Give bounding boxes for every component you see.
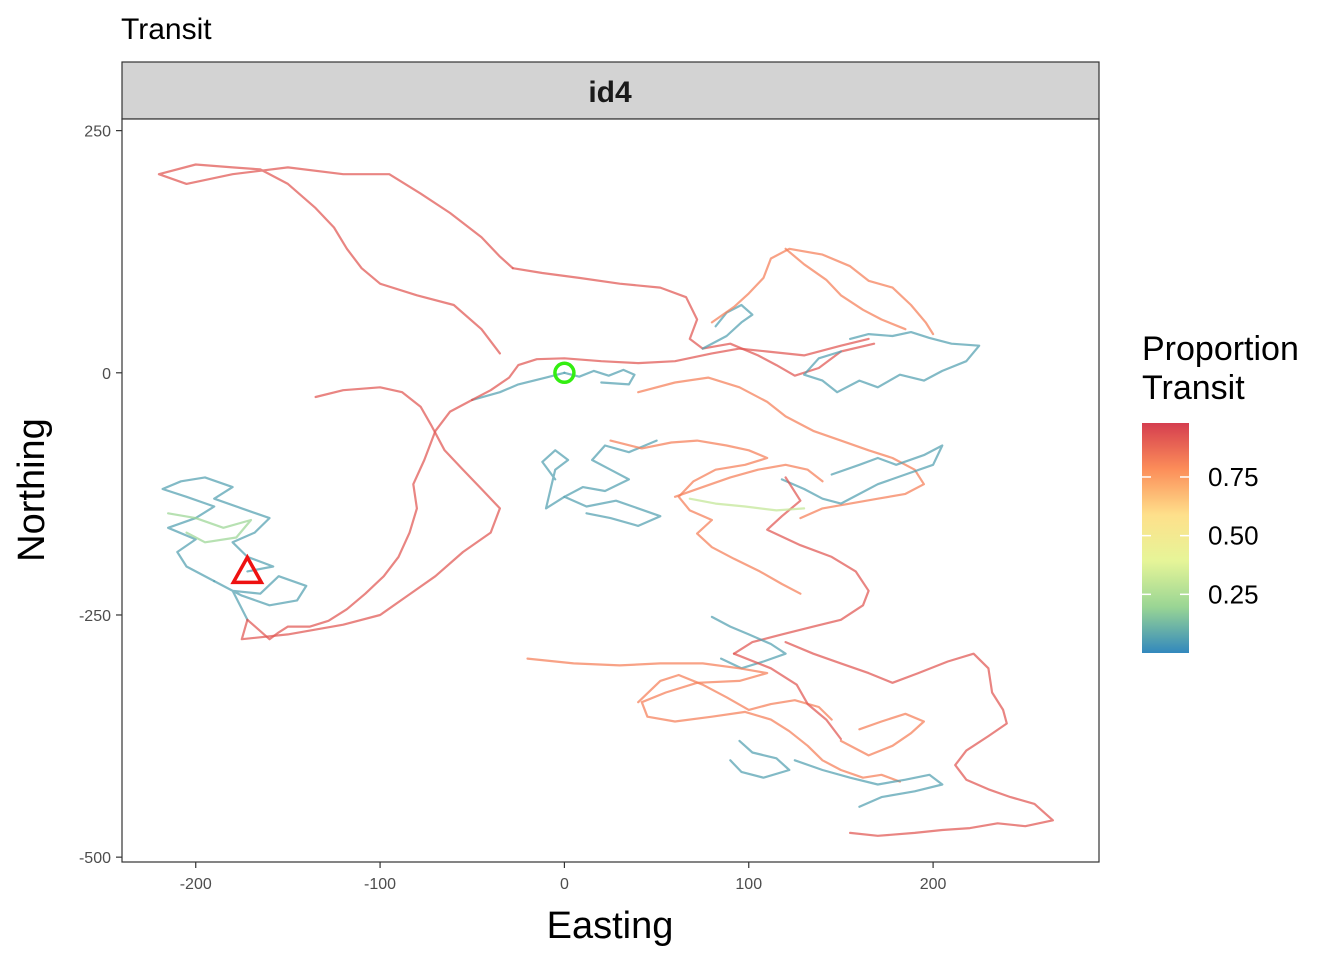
track-segment — [213, 575, 308, 621]
track-segment — [526, 657, 901, 783]
track-segment — [157, 163, 514, 355]
x-tick-label: 200 — [920, 876, 947, 893]
y-axis: 250 0 -250 -500 — [79, 124, 122, 867]
track-segment — [161, 476, 275, 583]
track-segment — [710, 247, 935, 336]
track-segment — [541, 449, 570, 510]
legend-tick-label: 0.50 — [1208, 521, 1259, 551]
legend-title-line-2: Transit — [1142, 369, 1245, 407]
start-marker — [553, 361, 576, 385]
track-segment — [784, 641, 1054, 837]
legend-tick-label: 0.25 — [1208, 579, 1259, 609]
legend-title-line-1: Proportion — [1142, 330, 1299, 368]
facet-strip-background — [121, 61, 1100, 120]
y-axis-title: Northing — [11, 418, 53, 562]
x-axis: -200 -100 0 100 200 — [180, 862, 947, 893]
chart-title: Transit — [121, 13, 212, 46]
track-segment — [780, 444, 944, 505]
x-axis-title: Easting — [547, 905, 674, 947]
y-tick-label: -250 — [79, 608, 111, 625]
track-segment — [784, 247, 907, 331]
legend-colorbar — [1142, 423, 1189, 653]
x-tick-label: -200 — [180, 876, 212, 893]
track-segment — [246, 398, 474, 641]
track-segment — [471, 337, 870, 401]
track-segment — [803, 331, 981, 394]
track-segment — [688, 497, 806, 512]
track-segment — [240, 386, 501, 641]
track-segment — [710, 615, 787, 670]
facet-label: id4 — [588, 76, 632, 109]
track-segment — [563, 368, 636, 386]
track-segment — [609, 439, 802, 595]
track-layer — [157, 163, 1054, 837]
legend-tick-label: 0.75 — [1208, 462, 1259, 492]
track-segment — [471, 371, 566, 401]
track-segment — [839, 712, 925, 757]
track-segment — [729, 739, 791, 779]
marker-layer — [230, 361, 576, 585]
facet-strip: id4 — [121, 61, 1100, 120]
legend-ticks: 0.75 0.50 0.25 — [1142, 462, 1259, 609]
y-tick-label: -500 — [79, 850, 111, 867]
x-tick-label: 100 — [735, 876, 762, 893]
end-marker — [230, 553, 265, 585]
plot-panel — [121, 118, 1100, 863]
legend: Proportion Transit 0.75 0.50 0.25 — [1142, 330, 1299, 653]
track-segment — [673, 463, 824, 498]
y-tick-label: 250 — [84, 124, 111, 141]
track-segment — [637, 376, 925, 520]
track-segment — [732, 652, 842, 741]
track-segment — [167, 512, 253, 544]
y-tick-label: 0 — [102, 366, 111, 383]
track-segment — [563, 439, 662, 527]
x-tick-label: 0 — [560, 876, 569, 893]
track-segment — [732, 476, 870, 655]
x-tick-label: -100 — [364, 876, 396, 893]
panel-border — [121, 118, 1100, 863]
track-segment — [793, 759, 944, 808]
